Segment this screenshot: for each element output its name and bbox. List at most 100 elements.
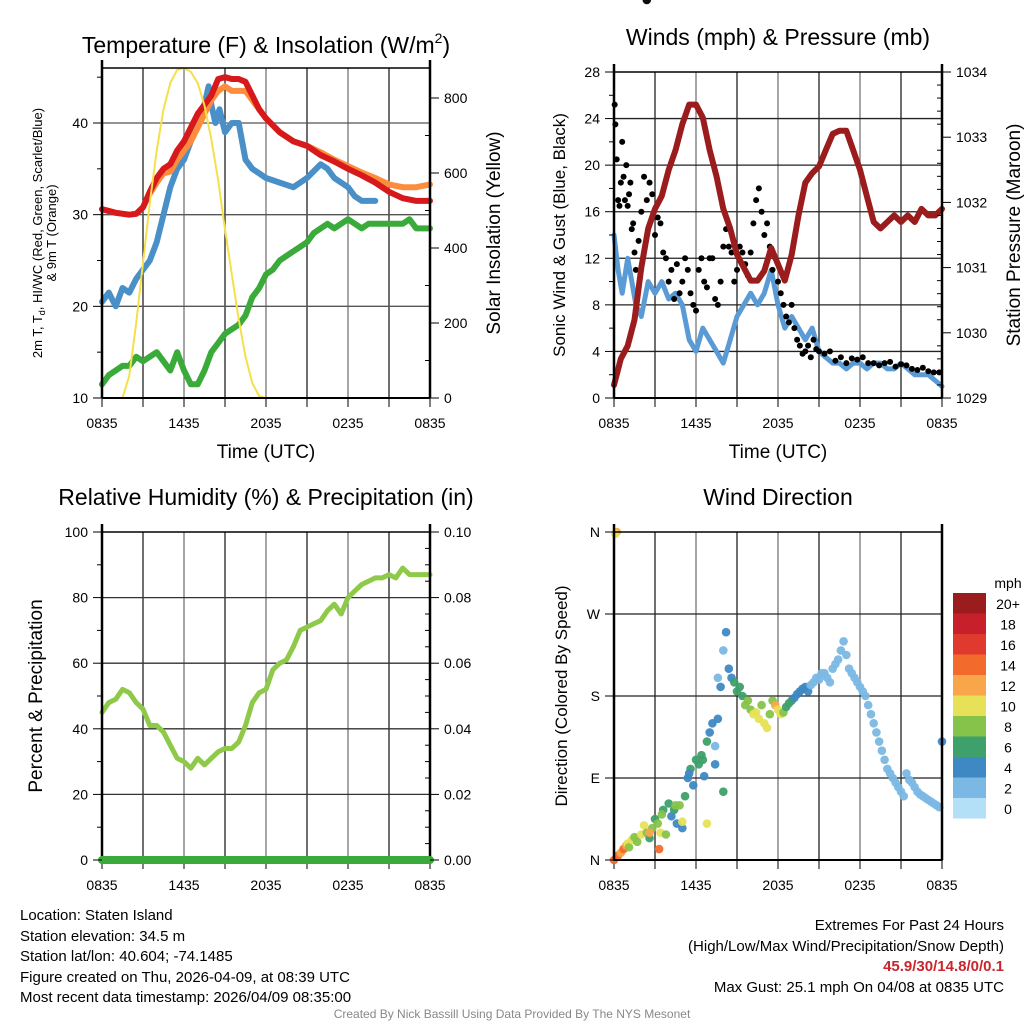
- gust-point: [638, 208, 645, 215]
- direction-point: [699, 771, 709, 781]
- gust-point: [775, 278, 781, 285]
- max-gust-text: Max Gust: 25.1 mph On 04/08 at 0835 UTC: [713, 978, 1004, 996]
- y-tick-label: 10: [72, 390, 88, 406]
- direction-point: [639, 821, 649, 830]
- gust-point: [805, 342, 812, 349]
- direction-point: [735, 682, 745, 692]
- gust-point: [654, 214, 661, 221]
- gust-point: [837, 354, 844, 361]
- direction-point: [684, 769, 694, 778]
- gust-point: [641, 173, 648, 180]
- y-tick-label: 100: [65, 524, 89, 540]
- direction-point: [880, 755, 889, 765]
- gust-point: [698, 255, 705, 262]
- gust-point: [695, 266, 702, 273]
- colorbar-swatch: [953, 798, 986, 819]
- y-tick-label: 40: [72, 721, 88, 737]
- station-info: Location: Staten Island Station elevatio…: [20, 906, 351, 1009]
- y-right-tick-label: 0.10: [444, 524, 471, 540]
- gust-point: [635, 237, 642, 244]
- direction-point: [716, 682, 725, 692]
- colorbar-label: 8: [1004, 719, 1012, 735]
- winds-x-axis-label: Time (UTC): [729, 442, 828, 463]
- direction-point: [762, 723, 772, 733]
- gust-point: [848, 355, 855, 362]
- gust-point: [892, 363, 899, 370]
- gust-point: [810, 336, 817, 343]
- gust-point: [747, 249, 754, 256]
- temperature-plot: 0835 1435 2035 0235 083510203040020040060080…: [72, 60, 468, 431]
- direction-point: [680, 791, 690, 801]
- gust-point: [649, 191, 656, 198]
- gust-point: [753, 197, 760, 204]
- gust-point: [876, 362, 883, 369]
- created-text: Figure created on Thu, 2026-04-09, at 08…: [20, 968, 350, 986]
- series-station-pressure: [611, 101, 945, 388]
- humidity-y-axis-label: Percent & Precipitation: [26, 599, 47, 792]
- winds-right-axis-label: Station Pressure (Maroon): [1004, 124, 1024, 347]
- direction-point: [839, 637, 848, 646]
- direction-point: [861, 691, 870, 701]
- y-tick-label: 28: [584, 64, 600, 80]
- y-tick-label: 8: [592, 297, 600, 313]
- direction-point: [671, 801, 680, 810]
- gust-point: [616, 202, 623, 209]
- direction-point: [874, 737, 884, 746]
- direction-point: [719, 646, 728, 655]
- y-tick-label: 0: [592, 390, 600, 406]
- svg-text:2m T, Td, HI/WC (Red, Green, S: 2m T, Td, HI/WC (Red, Green, Scarlet/Blu…: [30, 108, 47, 358]
- winds-y-axis-label: Sonic Wind & Gust (Blue, Black): [550, 113, 569, 357]
- colorbar-label: 4: [1004, 760, 1012, 776]
- y-tick-label: S: [591, 688, 600, 704]
- gust-point: [791, 325, 798, 332]
- x-tick-label: 2035: [762, 877, 793, 893]
- gust-point: [761, 232, 768, 238]
- colorbar-swatch: [953, 757, 986, 778]
- y-right-tick-label: 800: [444, 90, 468, 106]
- humidity-plot: 0835 1435 2035 0235 0835 0 20 40 60 80 100 0.00 0.02…: [65, 524, 471, 893]
- gust-point: [676, 290, 683, 297]
- x-tick-label: 0835: [86, 877, 117, 893]
- y-tick-label: 24: [584, 111, 600, 127]
- gust-point: [643, 197, 650, 204]
- direction-point: [653, 819, 663, 828]
- gust-point: [887, 358, 894, 365]
- gust-point: [621, 197, 628, 204]
- direction-point: [664, 799, 673, 808]
- gust-point: [665, 278, 672, 285]
- y-tick-label: 4: [592, 343, 600, 359]
- direction-point: [698, 755, 708, 765]
- gust-point: [865, 360, 872, 367]
- direction-point: [877, 746, 887, 755]
- gust-point: [898, 361, 904, 368]
- gust-point: [764, 220, 771, 227]
- x-tick-label: 0235: [844, 877, 875, 893]
- direction-point: [645, 828, 654, 837]
- direction-point: [863, 700, 873, 710]
- gust-point: [646, 179, 653, 186]
- y-tick-label: 40: [72, 115, 88, 131]
- series-relative-humidity: [99, 565, 433, 771]
- gust-point: [712, 296, 719, 303]
- gust-point: [755, 185, 762, 192]
- x-tick-label: 0235: [844, 415, 875, 431]
- elevation-text: Station elevation: 34.5 m: [20, 927, 186, 945]
- series-heat-index-wind-chill: [99, 83, 379, 310]
- direction-point: [678, 817, 687, 827]
- temperature-chart-title: Temperature (F) & Insolation (W/m2): [82, 30, 450, 58]
- speed-colorbar: mph 20+ 18 16 14 12 10 8 6 4 2 0: [953, 575, 1022, 819]
- colorbar-swatch: [953, 593, 986, 614]
- direction-point: [611, 529, 620, 539]
- gust-point: [630, 220, 637, 227]
- gust-point: [690, 301, 697, 308]
- x-tick-label: 0835: [926, 415, 957, 431]
- colorbar-swatch: [953, 654, 986, 675]
- y-right-tick-label: 200: [444, 315, 468, 331]
- colorbar-swatch: [953, 675, 986, 696]
- gust-point: [925, 368, 932, 375]
- direction-point: [869, 719, 878, 728]
- gust-point: [908, 365, 915, 372]
- direction-point: [710, 741, 720, 751]
- y-tick-label: 80: [72, 590, 88, 606]
- direction-point: [654, 844, 664, 854]
